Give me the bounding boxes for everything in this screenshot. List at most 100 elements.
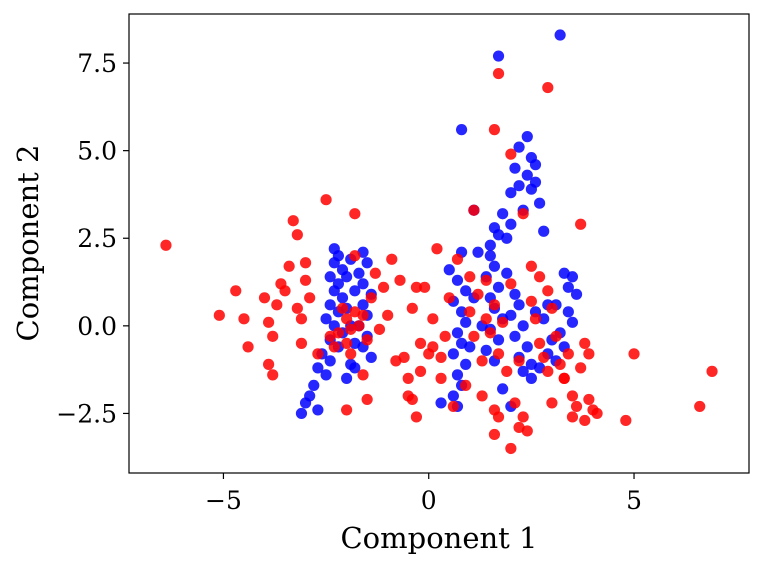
data-point [435, 397, 447, 409]
data-point [533, 337, 546, 349]
data-point [460, 285, 472, 297]
data-point [427, 341, 439, 353]
data-point [546, 397, 558, 409]
data-point [579, 414, 591, 427]
data-point [529, 313, 542, 325]
data-point [427, 313, 439, 325]
data-point [460, 358, 472, 370]
data-point [258, 292, 271, 304]
data-point [353, 320, 365, 332]
data-point [304, 292, 316, 304]
data-point [472, 288, 484, 300]
y-tick-label: 0.0 [77, 312, 117, 341]
y-tick-label: 2.5 [77, 224, 117, 253]
data-point [361, 257, 373, 269]
data-point [341, 337, 353, 349]
data-point [533, 271, 546, 283]
data-point [492, 411, 505, 423]
data-point [447, 348, 459, 360]
data-point [349, 250, 361, 262]
data-point [517, 365, 529, 377]
data-point [492, 348, 505, 360]
data-point [353, 267, 365, 279]
data-point [509, 288, 521, 300]
data-point [505, 218, 517, 230]
data-point [341, 271, 353, 283]
data-point [525, 372, 537, 384]
data-point [562, 348, 574, 360]
data-point [562, 306, 574, 318]
data-point [291, 229, 303, 241]
data-point [480, 313, 492, 325]
data-point [525, 260, 537, 272]
data-point [267, 330, 279, 342]
data-point [575, 362, 587, 374]
data-point [525, 358, 537, 370]
data-point [492, 281, 505, 293]
points-layer [160, 29, 718, 455]
data-point [451, 327, 464, 339]
data-point [324, 299, 336, 311]
data-point [295, 407, 308, 420]
data-point [480, 274, 492, 286]
data-point [517, 411, 529, 423]
data-point [492, 67, 505, 80]
data-point [361, 334, 373, 346]
data-point [554, 29, 566, 41]
data-point [497, 383, 509, 395]
data-point [501, 232, 513, 244]
data-point [328, 285, 340, 297]
data-point [492, 50, 505, 62]
data-point [349, 337, 361, 349]
data-point [570, 288, 583, 300]
data-point [517, 320, 529, 332]
data-point [538, 351, 550, 363]
data-point [455, 124, 468, 136]
data-point [558, 372, 570, 384]
data-point [472, 246, 484, 258]
data-point [443, 292, 455, 304]
data-point [521, 425, 533, 437]
data-point [263, 358, 275, 370]
data-point [341, 404, 353, 416]
data-point [521, 169, 533, 181]
data-point [468, 330, 480, 342]
data-point [566, 316, 579, 328]
data-point [509, 162, 521, 174]
data-point [513, 180, 525, 192]
data-point [312, 404, 324, 416]
data-point [460, 379, 472, 392]
data-point [443, 264, 455, 276]
data-point [369, 267, 381, 279]
data-point [447, 390, 459, 402]
data-point [419, 281, 431, 293]
data-point [484, 327, 496, 339]
data-point [386, 253, 398, 265]
data-point [529, 159, 542, 171]
data-point [402, 390, 414, 402]
data-point [497, 208, 509, 220]
data-point [336, 302, 349, 314]
data-point [267, 369, 279, 381]
data-point [542, 285, 554, 297]
data-point [312, 362, 324, 374]
data-point [299, 274, 312, 286]
data-point [521, 341, 533, 353]
data-point [533, 197, 546, 209]
data-point [308, 379, 320, 392]
data-point [554, 358, 566, 370]
data-point [160, 239, 172, 251]
data-point [414, 337, 427, 349]
data-point [357, 309, 369, 321]
data-point [435, 351, 447, 363]
data-point [521, 131, 533, 143]
data-point [238, 313, 250, 325]
data-point [464, 341, 476, 353]
data-point [357, 299, 369, 311]
data-point [566, 271, 579, 283]
data-point [505, 187, 517, 199]
data-point [349, 285, 361, 297]
data-point [542, 81, 554, 94]
data-point [538, 313, 550, 325]
